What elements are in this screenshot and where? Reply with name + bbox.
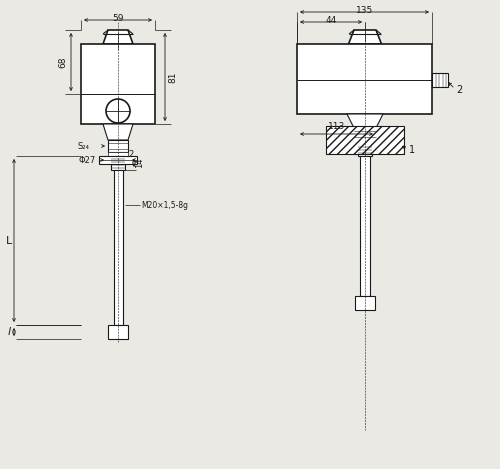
Bar	[354, 128, 376, 140]
Bar	[99, 156, 137, 164]
Text: S₂₄: S₂₄	[78, 142, 90, 151]
Text: 68: 68	[58, 56, 67, 68]
Text: Φ27: Φ27	[79, 156, 96, 165]
Bar	[360, 156, 370, 296]
Bar	[432, 73, 448, 87]
Text: 44: 44	[326, 16, 336, 25]
Bar	[108, 152, 128, 156]
Bar	[326, 126, 404, 154]
Text: 14: 14	[135, 158, 144, 168]
Bar	[114, 170, 122, 325]
Bar	[354, 140, 376, 144]
Polygon shape	[348, 30, 382, 44]
Bar	[355, 296, 375, 310]
Text: 113: 113	[328, 122, 345, 131]
Polygon shape	[347, 114, 383, 128]
Bar	[358, 144, 372, 156]
Text: L: L	[6, 235, 12, 245]
Text: M20×1,5-8g: M20×1,5-8g	[141, 201, 188, 210]
Text: 2: 2	[128, 150, 133, 159]
Bar	[81, 44, 155, 124]
Text: l: l	[8, 327, 10, 337]
Bar	[297, 44, 432, 114]
Polygon shape	[103, 30, 133, 44]
Text: 81: 81	[168, 71, 177, 83]
Text: 59: 59	[112, 14, 124, 23]
Bar	[108, 325, 128, 339]
Polygon shape	[103, 124, 133, 140]
Text: 135: 135	[356, 6, 373, 15]
Text: 2: 2	[456, 85, 462, 95]
Bar	[108, 140, 128, 152]
Bar	[111, 156, 125, 170]
Text: 1: 1	[409, 145, 415, 155]
